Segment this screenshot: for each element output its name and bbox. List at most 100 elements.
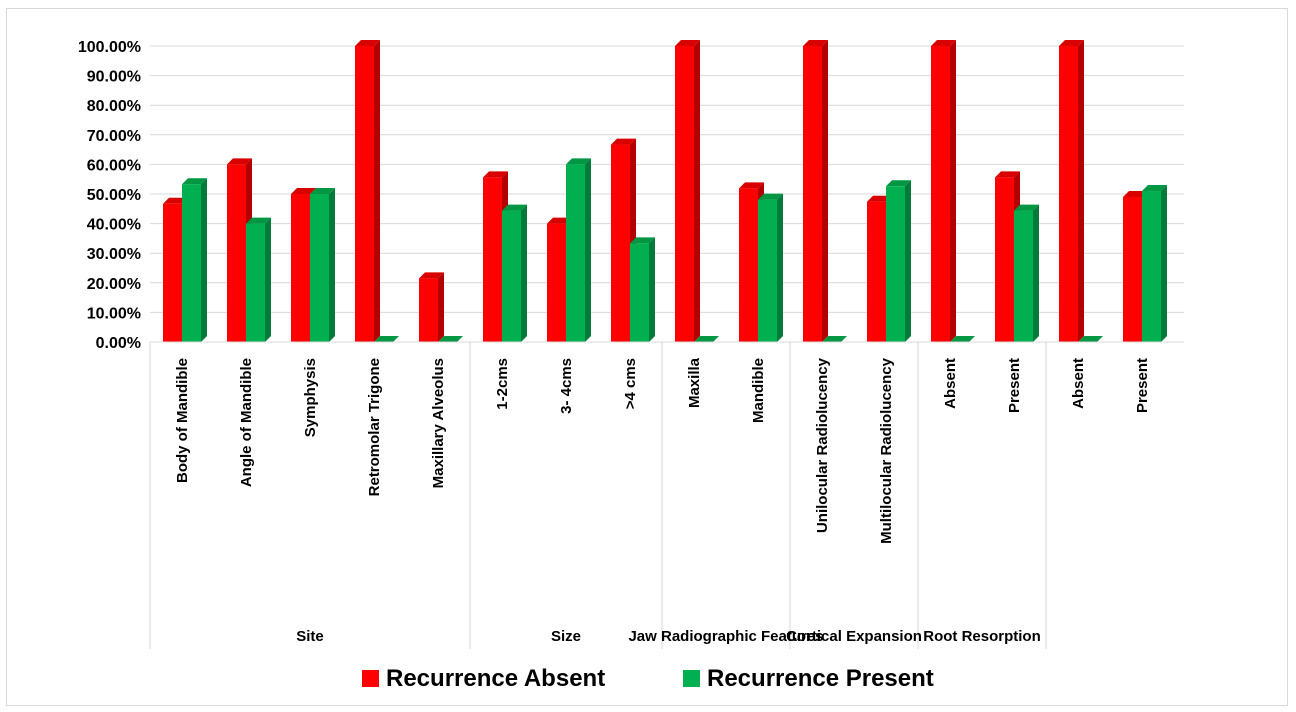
x-tick-label-multilocular-radiolucency: Multilocular Radiolucency bbox=[878, 357, 895, 544]
bar-front bbox=[931, 46, 950, 342]
bar-side bbox=[777, 193, 783, 342]
bar-top bbox=[1059, 40, 1084, 46]
bar-side bbox=[585, 158, 591, 342]
y-tick-label: 0.00% bbox=[96, 335, 141, 352]
bar-side bbox=[438, 272, 444, 342]
y-tick-label: 10.00% bbox=[87, 305, 141, 322]
bar-recurrence-present-body-of-mandible bbox=[182, 178, 207, 342]
x-tick-label-absent: Absent bbox=[1070, 358, 1087, 409]
bar-recurrence-absent-absent bbox=[931, 40, 956, 342]
x-tick-label-1-2cms: 1-2cms bbox=[494, 358, 511, 410]
x-tick-label-4-cms: >4 cms bbox=[622, 358, 639, 409]
x-tick-label-present: Present bbox=[1134, 358, 1151, 413]
x-tick-label-symphysis: Symphysis bbox=[302, 358, 319, 437]
bar-top bbox=[931, 40, 956, 46]
x-tick-label-maxilla: Maxilla bbox=[686, 357, 703, 408]
bar-zero bbox=[822, 336, 847, 342]
bar-side bbox=[905, 180, 911, 342]
bar-side bbox=[1078, 40, 1084, 342]
bar-top bbox=[566, 158, 591, 165]
x-tick-label-retromolar-trigone: Retromolar Trigone bbox=[366, 358, 383, 496]
bar-top bbox=[502, 204, 527, 211]
legend-label-recurrence-present: Recurrence Present bbox=[707, 665, 934, 692]
bar-recurrence-absent-unilocular-radiolucency bbox=[803, 40, 828, 342]
legend-swatch-recurrence-present bbox=[683, 670, 700, 687]
bar-top bbox=[182, 178, 207, 185]
bar-front bbox=[163, 203, 182, 342]
bar-recurrence-present-absent bbox=[1078, 336, 1103, 342]
bar-front bbox=[1014, 210, 1033, 342]
x-group-label-root-resorption: Root Resorption bbox=[923, 628, 1041, 645]
x-tick-label-mandible: Mandible bbox=[750, 358, 767, 423]
x-tick-label-angle-of-mandible: Angle of Mandible bbox=[238, 358, 255, 487]
bar-front bbox=[758, 199, 777, 342]
x-axis-group-labels: Site Size Jaw Radiographic FeaturesCortica… bbox=[296, 628, 1041, 645]
bar-front bbox=[803, 46, 822, 342]
bar-top bbox=[630, 237, 655, 244]
bar-top bbox=[163, 197, 188, 204]
bar-zero bbox=[438, 336, 463, 342]
bar-front bbox=[310, 194, 329, 342]
bar-recurrence-present-3-4cms bbox=[566, 158, 591, 342]
bar-top bbox=[310, 188, 335, 194]
bar-recurrence-present-absent bbox=[950, 336, 975, 342]
bar-side bbox=[521, 204, 527, 342]
bar-front bbox=[739, 188, 758, 342]
bar-top bbox=[547, 217, 572, 224]
bar-recurrence-present-angle-of-mandible bbox=[246, 217, 271, 342]
bar-top bbox=[419, 272, 444, 279]
bar-side bbox=[201, 178, 207, 342]
x-tick-label-absent: Absent bbox=[942, 358, 959, 409]
bar-recurrence-present-multilocular-radiolucency bbox=[886, 180, 911, 342]
bar-recurrence-present-maxilla bbox=[694, 336, 719, 342]
bar-top bbox=[227, 158, 252, 165]
bar-top bbox=[758, 193, 783, 200]
bar-front bbox=[630, 243, 649, 342]
y-axis-ticks: 0.00% 10.00% 20.00% 30.00% 40.00% 50.00% 60.00… bbox=[78, 39, 141, 352]
bar-top bbox=[291, 188, 316, 194]
y-tick-label: 50.00% bbox=[87, 187, 141, 204]
bar-front bbox=[419, 278, 438, 342]
bar-front bbox=[355, 46, 374, 342]
bar-top bbox=[886, 180, 911, 187]
x-tick-label-present: Present bbox=[1006, 358, 1023, 413]
bar-zero bbox=[374, 336, 399, 342]
bar-top bbox=[611, 138, 636, 145]
y-tick-label: 60.00% bbox=[87, 157, 141, 174]
bar-side bbox=[649, 237, 655, 342]
bar-front bbox=[675, 46, 694, 342]
bar-front bbox=[995, 177, 1014, 342]
y-tick-label: 40.00% bbox=[87, 217, 141, 234]
bar-front bbox=[246, 223, 265, 342]
bar-recurrence-absent-absent bbox=[1059, 40, 1084, 342]
y-tick-label: 90.00% bbox=[87, 69, 141, 86]
x-tick-label-unilocular-radiolucency: Unilocular Radiolucency bbox=[814, 357, 831, 533]
y-tick-label: 70.00% bbox=[87, 128, 141, 145]
bar-top bbox=[483, 171, 508, 178]
bar-zero bbox=[694, 336, 719, 342]
bar-side bbox=[822, 40, 828, 342]
bar-top bbox=[995, 171, 1020, 178]
bar-top bbox=[739, 182, 764, 189]
x-tick-label-3-4cms: 3- 4cms bbox=[558, 358, 575, 414]
x-tick-label-body-of-mandible: Body of Mandible bbox=[174, 358, 191, 483]
bars bbox=[163, 40, 1167, 342]
bar-side bbox=[1033, 204, 1039, 342]
bar-recurrence-absent-maxillary-alveolus bbox=[419, 272, 444, 342]
x-axis bbox=[149, 341, 1184, 649]
chart-svg: 0.00% 10.00% 20.00% 30.00% 40.00% 50.00% 60.00… bbox=[78, 39, 1184, 692]
bar-front bbox=[547, 223, 566, 342]
x-group-label-size: Size bbox=[551, 628, 581, 645]
bar-top bbox=[1123, 190, 1148, 197]
y-tick-label: 20.00% bbox=[87, 276, 141, 293]
bar-recurrence-present-present bbox=[1014, 204, 1039, 342]
y-tick-label: 30.00% bbox=[87, 246, 141, 263]
bar-top bbox=[355, 40, 380, 46]
bar-front bbox=[1059, 46, 1078, 342]
bar-side bbox=[1161, 185, 1167, 342]
legend-label-recurrence-absent: Recurrence Absent bbox=[386, 665, 605, 692]
legend: Recurrence Absent Recurrence Present bbox=[362, 665, 934, 692]
bar-recurrence-present-mandible bbox=[758, 193, 783, 342]
bar-front bbox=[566, 164, 585, 342]
bar-front bbox=[502, 210, 521, 342]
